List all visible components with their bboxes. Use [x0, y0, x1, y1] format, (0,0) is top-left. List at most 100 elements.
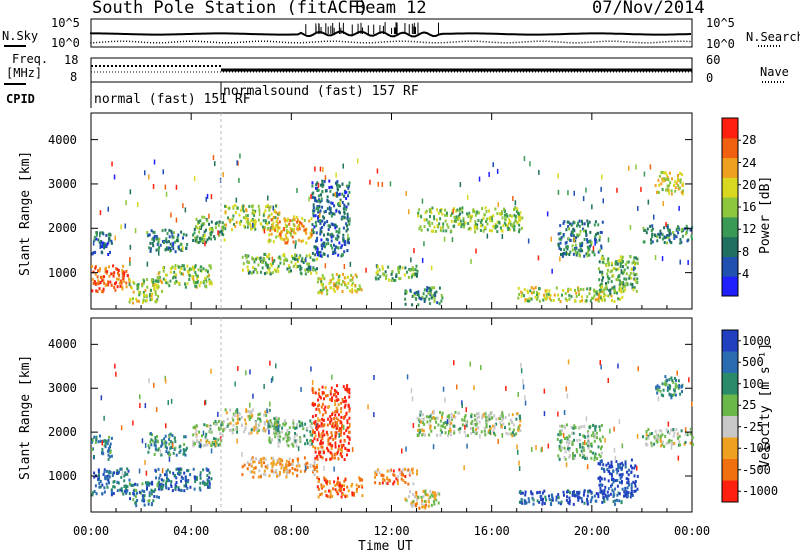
- echo-cell: [347, 233, 349, 239]
- echo-cell: [475, 211, 478, 215]
- echo-cell: [393, 279, 396, 282]
- echo-cell: [106, 242, 109, 246]
- echo-cell: [456, 218, 459, 221]
- echo-cell: [286, 231, 289, 235]
- echo-cell: [334, 445, 337, 449]
- echo-cell: [141, 482, 144, 486]
- echo-cell: [568, 227, 570, 231]
- echo-cell: [184, 435, 187, 439]
- echo-cell: [342, 492, 344, 496]
- echo-cell: [503, 213, 506, 217]
- echo-cell: [600, 246, 603, 250]
- echo-cell: [326, 292, 329, 296]
- echo-cell: [195, 475, 198, 479]
- echo-cell: [601, 290, 604, 294]
- echo-cell: [419, 297, 422, 301]
- echo-cell: [599, 428, 601, 432]
- echo-cell: [320, 291, 323, 295]
- echo-cell: [348, 241, 350, 245]
- echo-cell: [277, 444, 280, 448]
- echo-cell: [474, 223, 477, 226]
- echo-cell: [179, 449, 182, 453]
- echo-cell: [449, 429, 452, 433]
- echo-cell: [267, 420, 270, 424]
- echo-cell: [148, 378, 150, 384]
- echo-cell: [609, 428, 611, 434]
- echo-cell: [104, 445, 107, 449]
- echo-cell: [429, 289, 432, 293]
- echo-cell: [571, 244, 574, 248]
- echo-cell: [289, 437, 292, 441]
- echo-cell: [297, 459, 299, 463]
- echo-cell: [422, 418, 425, 422]
- echo-cell: [252, 393, 254, 399]
- echo-cell: [221, 434, 224, 438]
- echo-cell: [91, 277, 94, 281]
- echo-cell: [587, 445, 590, 449]
- echo-cell: [283, 423, 286, 427]
- echo-cell: [314, 268, 317, 272]
- echo-cell: [165, 191, 168, 197]
- echo-cell: [337, 476, 339, 480]
- echo-cell: [440, 299, 443, 303]
- echo-cell: [246, 461, 249, 465]
- echo-cell: [618, 287, 621, 291]
- echo-cell: [495, 422, 498, 426]
- echo-cell: [210, 194, 213, 200]
- echo-cell: [660, 232, 663, 236]
- echo-cell: [404, 302, 407, 306]
- colorbar-tick-label: 100: [742, 376, 764, 391]
- echo-cell: [285, 432, 287, 436]
- echo-cell: [613, 300, 616, 303]
- echo-cell: [277, 434, 280, 438]
- echo-cell: [622, 463, 624, 467]
- echo-region: [128, 480, 163, 508]
- echo-cell: [275, 211, 278, 215]
- echo-cell: [360, 478, 363, 482]
- echo-cell: [143, 490, 146, 493]
- echo-cell: [331, 273, 334, 277]
- echo-cell: [650, 443, 653, 447]
- echo-cell: [155, 237, 158, 241]
- echo-cell: [622, 260, 624, 264]
- echo-cell: [287, 230, 290, 234]
- echo-cell: [619, 279, 621, 283]
- echo-cell: [668, 228, 671, 232]
- echo-cell: [326, 232, 329, 236]
- echo-cell: [319, 433, 321, 439]
- echo-cell: [344, 478, 347, 482]
- echo-cell: [677, 179, 680, 182]
- echo-cell: [145, 298, 148, 302]
- echo-cell: [300, 239, 303, 243]
- echo-cell: [210, 448, 213, 454]
- echo-cell: [204, 241, 206, 247]
- echo-cell: [156, 276, 159, 280]
- echo-cell: [656, 235, 659, 239]
- echo-cell: [194, 236, 197, 240]
- echo-cell: [673, 431, 676, 435]
- echo-cell: [305, 241, 308, 245]
- echo-cell: [286, 237, 289, 241]
- echo-cell: [328, 282, 331, 285]
- panel-frame: [90, 317, 693, 513]
- echo-cell: [333, 284, 335, 288]
- echo-cell: [174, 264, 177, 267]
- echo-cell: [436, 224, 439, 228]
- echo-cell: [659, 389, 662, 393]
- echo-cell: [686, 431, 689, 435]
- echo-cell: [341, 424, 344, 428]
- echo-cell: [275, 423, 278, 427]
- echo-cell: [623, 270, 625, 274]
- echo-cell: [334, 192, 336, 197]
- echo-cell: [550, 236, 552, 242]
- echo-cell: [299, 264, 302, 268]
- echo-cell: [263, 461, 265, 465]
- echo-cell: [173, 281, 176, 285]
- echo-cell: [598, 294, 600, 298]
- echo-cell: [416, 269, 419, 273]
- echo-cell: [653, 435, 656, 439]
- echo-cell: [314, 434, 317, 438]
- echo-cell: [404, 497, 407, 501]
- echo-cell: [572, 431, 575, 435]
- echo-cell: [427, 415, 430, 419]
